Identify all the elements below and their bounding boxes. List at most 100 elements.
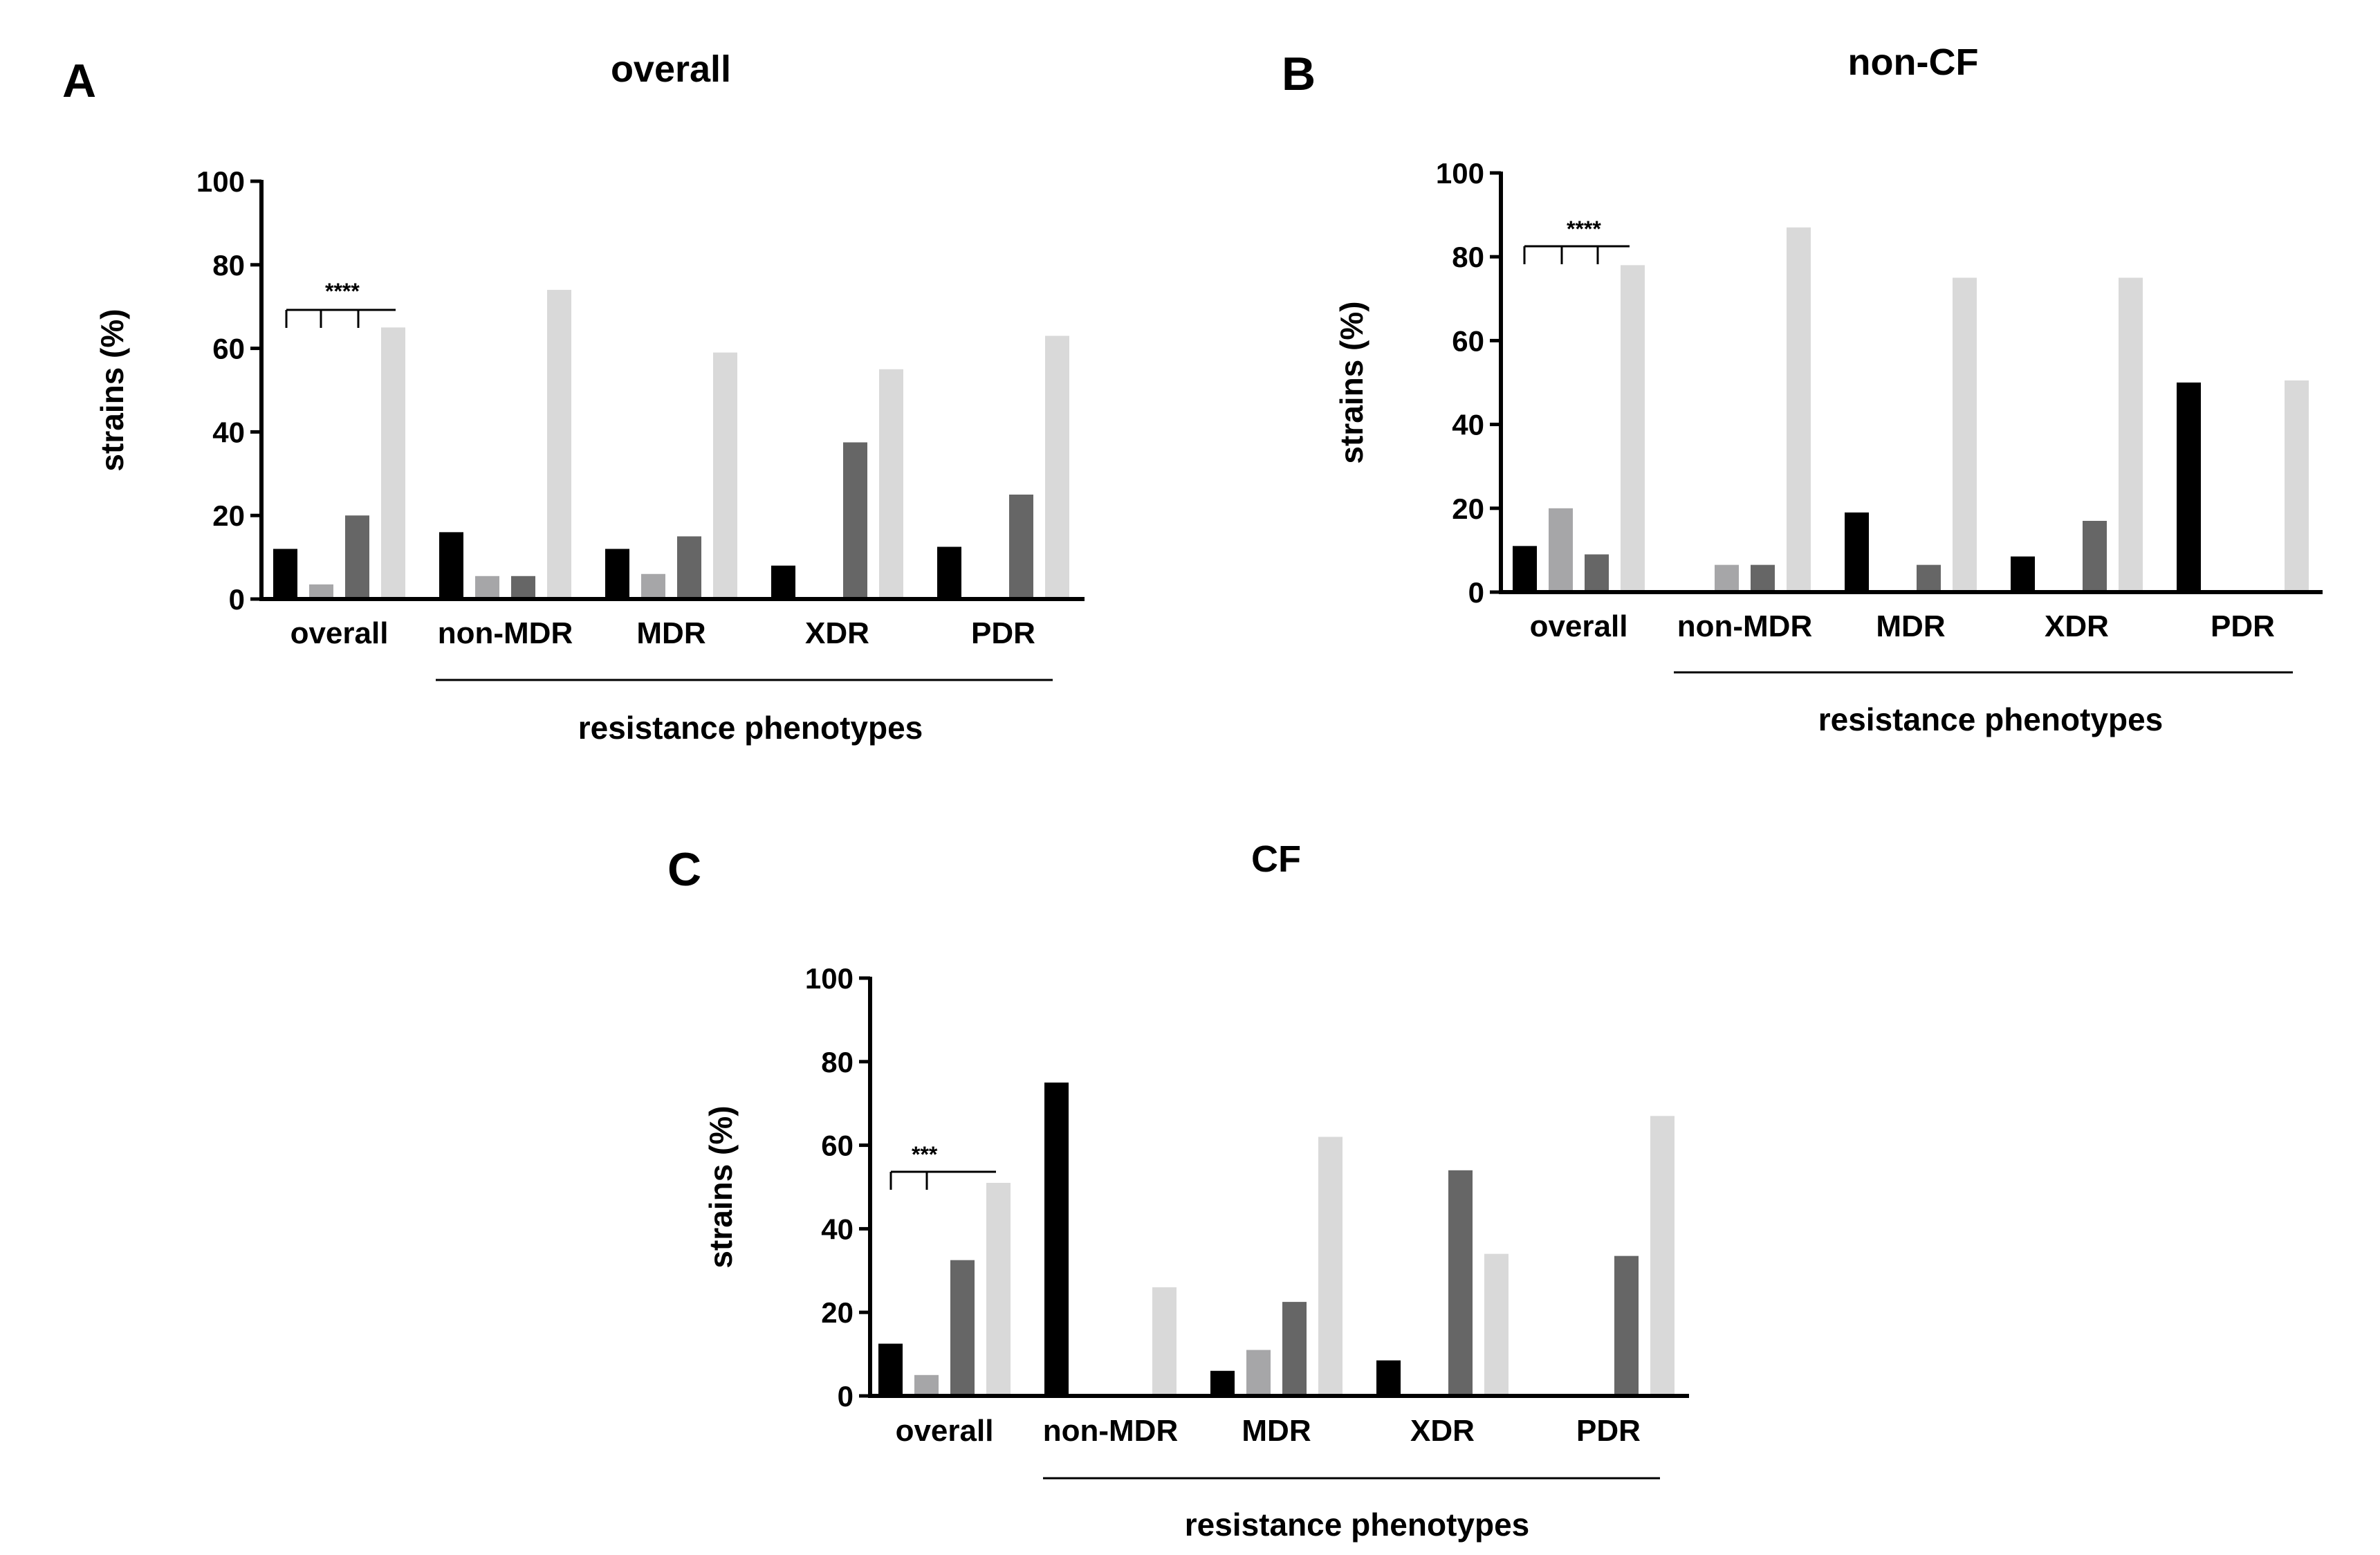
x-category-label: PDR <box>971 616 1035 650</box>
bar-xdr-series-4 <box>1484 1253 1509 1396</box>
chart-title: overall <box>611 48 731 90</box>
y-tick-label: 60 <box>212 333 245 365</box>
y-tick-label: 80 <box>1452 241 1484 273</box>
chart-panel-c: C CF 0 20 40 60 80 100 overall non-MDR MDR XDR PDR st… <box>667 838 1689 1543</box>
significance-label: *** <box>912 1142 938 1167</box>
y-tick-label: 40 <box>1452 409 1484 441</box>
x-axis-title: resistance phenotypes <box>1818 701 2164 737</box>
y-axis-title: strains (%) <box>1334 301 1369 463</box>
bar-mdr-series-3 <box>1917 564 1941 592</box>
x-category-label: overall <box>290 616 389 650</box>
x-category-label: MDR <box>1876 609 1945 643</box>
y-tick-label: 80 <box>212 249 245 282</box>
y-tick-label: 0 <box>229 583 245 616</box>
y-tick-label: 100 <box>805 962 854 995</box>
y-tick-label: 20 <box>212 499 245 532</box>
y-tick-label: 100 <box>196 165 245 198</box>
bar-overall-series-3 <box>345 515 369 599</box>
bar-mdr-series-1 <box>1210 1370 1235 1396</box>
y-axis-title: strains (%) <box>703 1105 739 1268</box>
bar-overall-series-4 <box>1621 265 1645 592</box>
bar-non-mdr-series-1 <box>1044 1083 1069 1396</box>
chart-title: non-CF <box>1848 42 1979 83</box>
bar-non-mdr-series-4 <box>547 290 571 599</box>
x-category-label: overall <box>1530 609 1628 643</box>
y-tick-label: 60 <box>821 1130 854 1162</box>
bar-mdr-series-4 <box>1318 1137 1343 1396</box>
bar-non-mdr-series-4 <box>1152 1287 1177 1396</box>
y-tick-label: 0 <box>838 1380 854 1413</box>
bar-overall-series-4 <box>986 1182 1011 1396</box>
bar-overall-series-4 <box>381 327 405 599</box>
significance-label: **** <box>1567 217 1601 241</box>
y-tick-label: 80 <box>821 1046 854 1078</box>
x-category-label: non-MDR <box>1043 1414 1179 1448</box>
bar-overall-series-2 <box>914 1374 939 1396</box>
bar-xdr-series-1 <box>2011 556 2035 592</box>
bar-non-mdr-series-2 <box>475 576 499 599</box>
bar-mdr-series-2 <box>1246 1350 1271 1396</box>
x-category-label: non-MDR <box>1677 609 1813 643</box>
y-axis-title: strains (%) <box>94 309 130 471</box>
x-axis-title: resistance phenotypes <box>578 710 923 746</box>
bar-pdr-series-1 <box>2177 383 2201 592</box>
y-tick-label: 100 <box>1436 157 1484 190</box>
bar-overall-series-3 <box>950 1260 975 1396</box>
y-tick-label: 40 <box>212 416 245 448</box>
bar-non-mdr-series-2 <box>1715 564 1739 592</box>
bar-mdr-series-3 <box>1282 1302 1307 1396</box>
bar-overall-series-2 <box>309 584 333 599</box>
bar-mdr-series-1 <box>605 549 629 599</box>
x-category-label: MDR <box>636 616 705 650</box>
bar-xdr-series-4 <box>879 369 903 599</box>
x-category-label: PDR <box>2211 609 2275 643</box>
bar-non-mdr-series-3 <box>1751 564 1775 592</box>
x-category-label: non-MDR <box>438 616 573 650</box>
chart-title: CF <box>1251 838 1301 880</box>
y-tick-label: 20 <box>1452 493 1484 525</box>
x-axis-title: resistance phenotypes <box>1185 1507 1530 1543</box>
bar-xdr-series-3 <box>843 442 867 599</box>
y-tick-label: 0 <box>1468 576 1484 609</box>
bar-overall-series-1 <box>878 1343 903 1396</box>
bar-mdr-series-2 <box>641 573 665 599</box>
y-tick-label: 60 <box>1452 324 1484 357</box>
bar-xdr-series-3 <box>2083 520 2107 592</box>
x-category-label: XDR <box>1410 1414 1475 1448</box>
panel-letter: A <box>62 55 96 107</box>
bar-pdr-series-1 <box>937 546 961 599</box>
bar-pdr-series-4 <box>1650 1116 1675 1396</box>
x-category-label: XDR <box>2045 609 2109 643</box>
x-category-label: overall <box>896 1414 994 1448</box>
bar-xdr-series-4 <box>2119 277 2143 592</box>
bar-non-mdr-series-1 <box>439 532 463 599</box>
bar-overall-series-3 <box>1585 554 1609 592</box>
bar-pdr-series-4 <box>1045 335 1069 599</box>
bar-overall-series-1 <box>1513 546 1537 592</box>
x-category-label: MDR <box>1242 1414 1311 1448</box>
bar-pdr-series-3 <box>1009 495 1033 599</box>
bar-overall-series-1 <box>273 549 297 599</box>
bar-xdr-series-1 <box>771 565 795 599</box>
bar-mdr-series-4 <box>1953 277 1977 592</box>
significance-label: **** <box>325 279 360 304</box>
y-tick-label: 40 <box>821 1213 854 1245</box>
panel-letter: C <box>667 843 701 896</box>
y-tick-label: 20 <box>821 1296 854 1329</box>
bar-overall-series-2 <box>1549 508 1573 592</box>
x-category-label: XDR <box>805 616 869 650</box>
bar-mdr-series-3 <box>677 536 701 599</box>
bar-pdr-series-4 <box>2285 380 2309 592</box>
bar-xdr-series-1 <box>1376 1360 1401 1396</box>
bar-non-mdr-series-3 <box>511 576 535 599</box>
bar-mdr-series-4 <box>713 352 737 599</box>
bar-non-mdr-series-4 <box>1787 227 1811 592</box>
x-category-label: PDR <box>1576 1414 1641 1448</box>
bar-xdr-series-3 <box>1448 1170 1473 1396</box>
bar-mdr-series-1 <box>1845 512 1869 592</box>
bar-pdr-series-3 <box>1614 1255 1639 1396</box>
panel-letter: B <box>1282 48 1316 100</box>
